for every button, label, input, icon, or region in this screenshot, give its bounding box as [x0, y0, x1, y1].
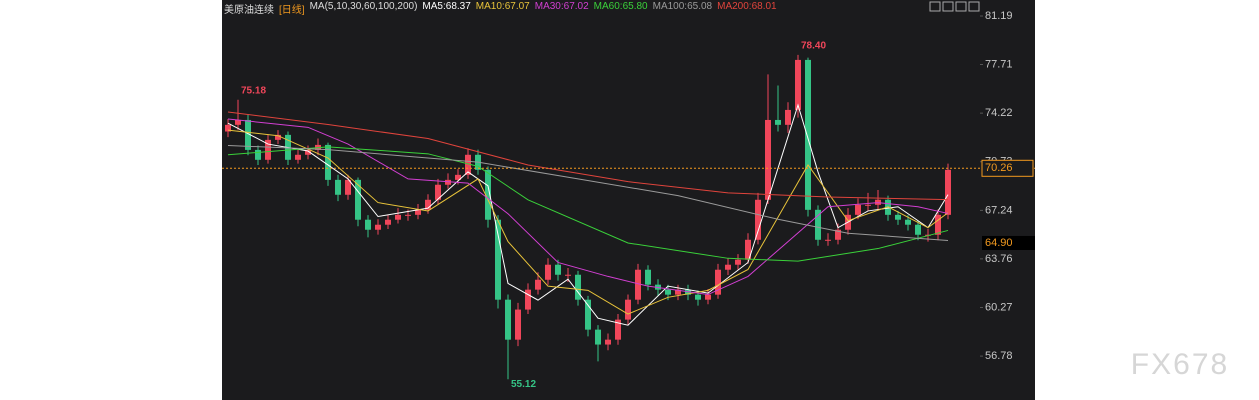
- price-label: 70.26: [985, 162, 1013, 174]
- candle-body: [255, 149, 261, 160]
- y-tick-label: 60.27: [985, 301, 1013, 313]
- candle-body: [455, 174, 461, 180]
- candle-body: [915, 224, 921, 235]
- y-tick-label: 56.78: [985, 350, 1013, 362]
- y-tick-label: 63.76: [985, 253, 1013, 265]
- candle-body: [385, 219, 391, 225]
- ma-line: [227, 118, 949, 296]
- marker-label: 64.90: [985, 237, 1013, 249]
- candle-body: [825, 239, 831, 241]
- candle-body: [245, 119, 251, 150]
- y-tick-label: 74.22: [985, 107, 1013, 119]
- candle-body: [785, 109, 791, 125]
- candle-body: [265, 139, 271, 160]
- annotation: 78.40: [801, 41, 826, 52]
- watermark: FX678: [1131, 348, 1229, 381]
- candle-body: [905, 219, 911, 225]
- candle-body: [525, 289, 531, 310]
- candle-body: [225, 124, 231, 132]
- toolbar-icons: [929, 1, 980, 12]
- legend-entry: MA100:65.08: [652, 1, 713, 12]
- y-tick-label: 67.24: [985, 204, 1013, 216]
- ma-line: [227, 111, 949, 201]
- ma-line: [227, 129, 949, 315]
- candle-body: [345, 179, 351, 195]
- candle-body: [725, 264, 731, 270]
- candle-body: [535, 279, 541, 290]
- candle-body: [625, 299, 631, 320]
- candle-body: [765, 119, 771, 200]
- ma-line: [227, 103, 949, 326]
- candle-body: [895, 214, 901, 220]
- candle-body: [405, 214, 411, 216]
- candle-body: [465, 154, 471, 175]
- candle-body: [495, 219, 501, 300]
- candle-body: [425, 199, 431, 210]
- annotation: 75.18: [241, 85, 266, 96]
- candle-body: [865, 204, 871, 206]
- legend-entry: MA200:68.01: [717, 1, 777, 12]
- period: [日线]: [279, 5, 305, 16]
- candle-body: [305, 149, 311, 155]
- candle-body: [365, 219, 371, 230]
- chart-background: [222, 0, 1035, 400]
- header: 美原油连续 [日线] MA(5,10,30,60,100,200) MA5:68…: [224, 1, 777, 16]
- candle-body: [755, 199, 761, 240]
- ma-label: MA(5,10,30,60,100,200): [309, 1, 418, 12]
- legend-entry: MA30:67.02: [534, 1, 589, 12]
- candle-body: [855, 204, 861, 215]
- annotation: 55.12: [511, 379, 536, 390]
- candle-body: [675, 289, 681, 295]
- candle-body: [935, 214, 941, 235]
- candle-body: [595, 329, 601, 345]
- marker-box: [982, 235, 1035, 250]
- candle-body: [805, 59, 811, 210]
- candle-body: [695, 294, 701, 300]
- candle-body: [775, 119, 781, 125]
- candle-body: [565, 274, 571, 276]
- y-tick-label: 81.19: [985, 10, 1013, 22]
- legend-entry: MA5:68.37: [422, 1, 471, 12]
- candle-body: [335, 179, 341, 195]
- candle-body: [815, 209, 821, 240]
- y-tick-label: 77.71: [985, 58, 1013, 70]
- candle-body: [235, 119, 241, 125]
- candle-body: [395, 214, 401, 220]
- candle-body: [835, 229, 841, 240]
- candle-body: [945, 169, 951, 215]
- candle-body: [665, 289, 671, 295]
- title: 美原油连续: [224, 5, 274, 16]
- legend-entry: MA60:65.80: [593, 1, 648, 12]
- candle-body: [515, 309, 521, 340]
- candle-body: [745, 239, 751, 260]
- candle-body: [705, 294, 711, 300]
- candle-body: [575, 274, 581, 300]
- candle-body: [295, 154, 301, 160]
- candle-body: [615, 319, 621, 340]
- candle-body: [715, 269, 721, 295]
- candle-body: [635, 269, 641, 300]
- candle-body: [275, 134, 281, 140]
- candle-body: [645, 269, 651, 285]
- candle-body: [445, 179, 451, 185]
- candle-body: [435, 184, 441, 200]
- candle-body: [795, 59, 801, 110]
- price-box: [981, 159, 1034, 177]
- candle-body: [325, 144, 331, 180]
- candle-body: [375, 224, 381, 230]
- candle-body: [735, 259, 741, 265]
- candle-body: [585, 299, 591, 330]
- ma-line: [227, 146, 949, 262]
- legend-entry: MA10:67.07: [475, 1, 530, 12]
- candle-body: [505, 299, 511, 340]
- ma-line: [227, 144, 949, 241]
- candle-body: [605, 339, 611, 345]
- candle-body: [355, 179, 361, 220]
- candle-body: [485, 169, 491, 220]
- candle-body: [415, 209, 421, 215]
- candle-body: [545, 264, 551, 280]
- candle-body: [555, 264, 561, 275]
